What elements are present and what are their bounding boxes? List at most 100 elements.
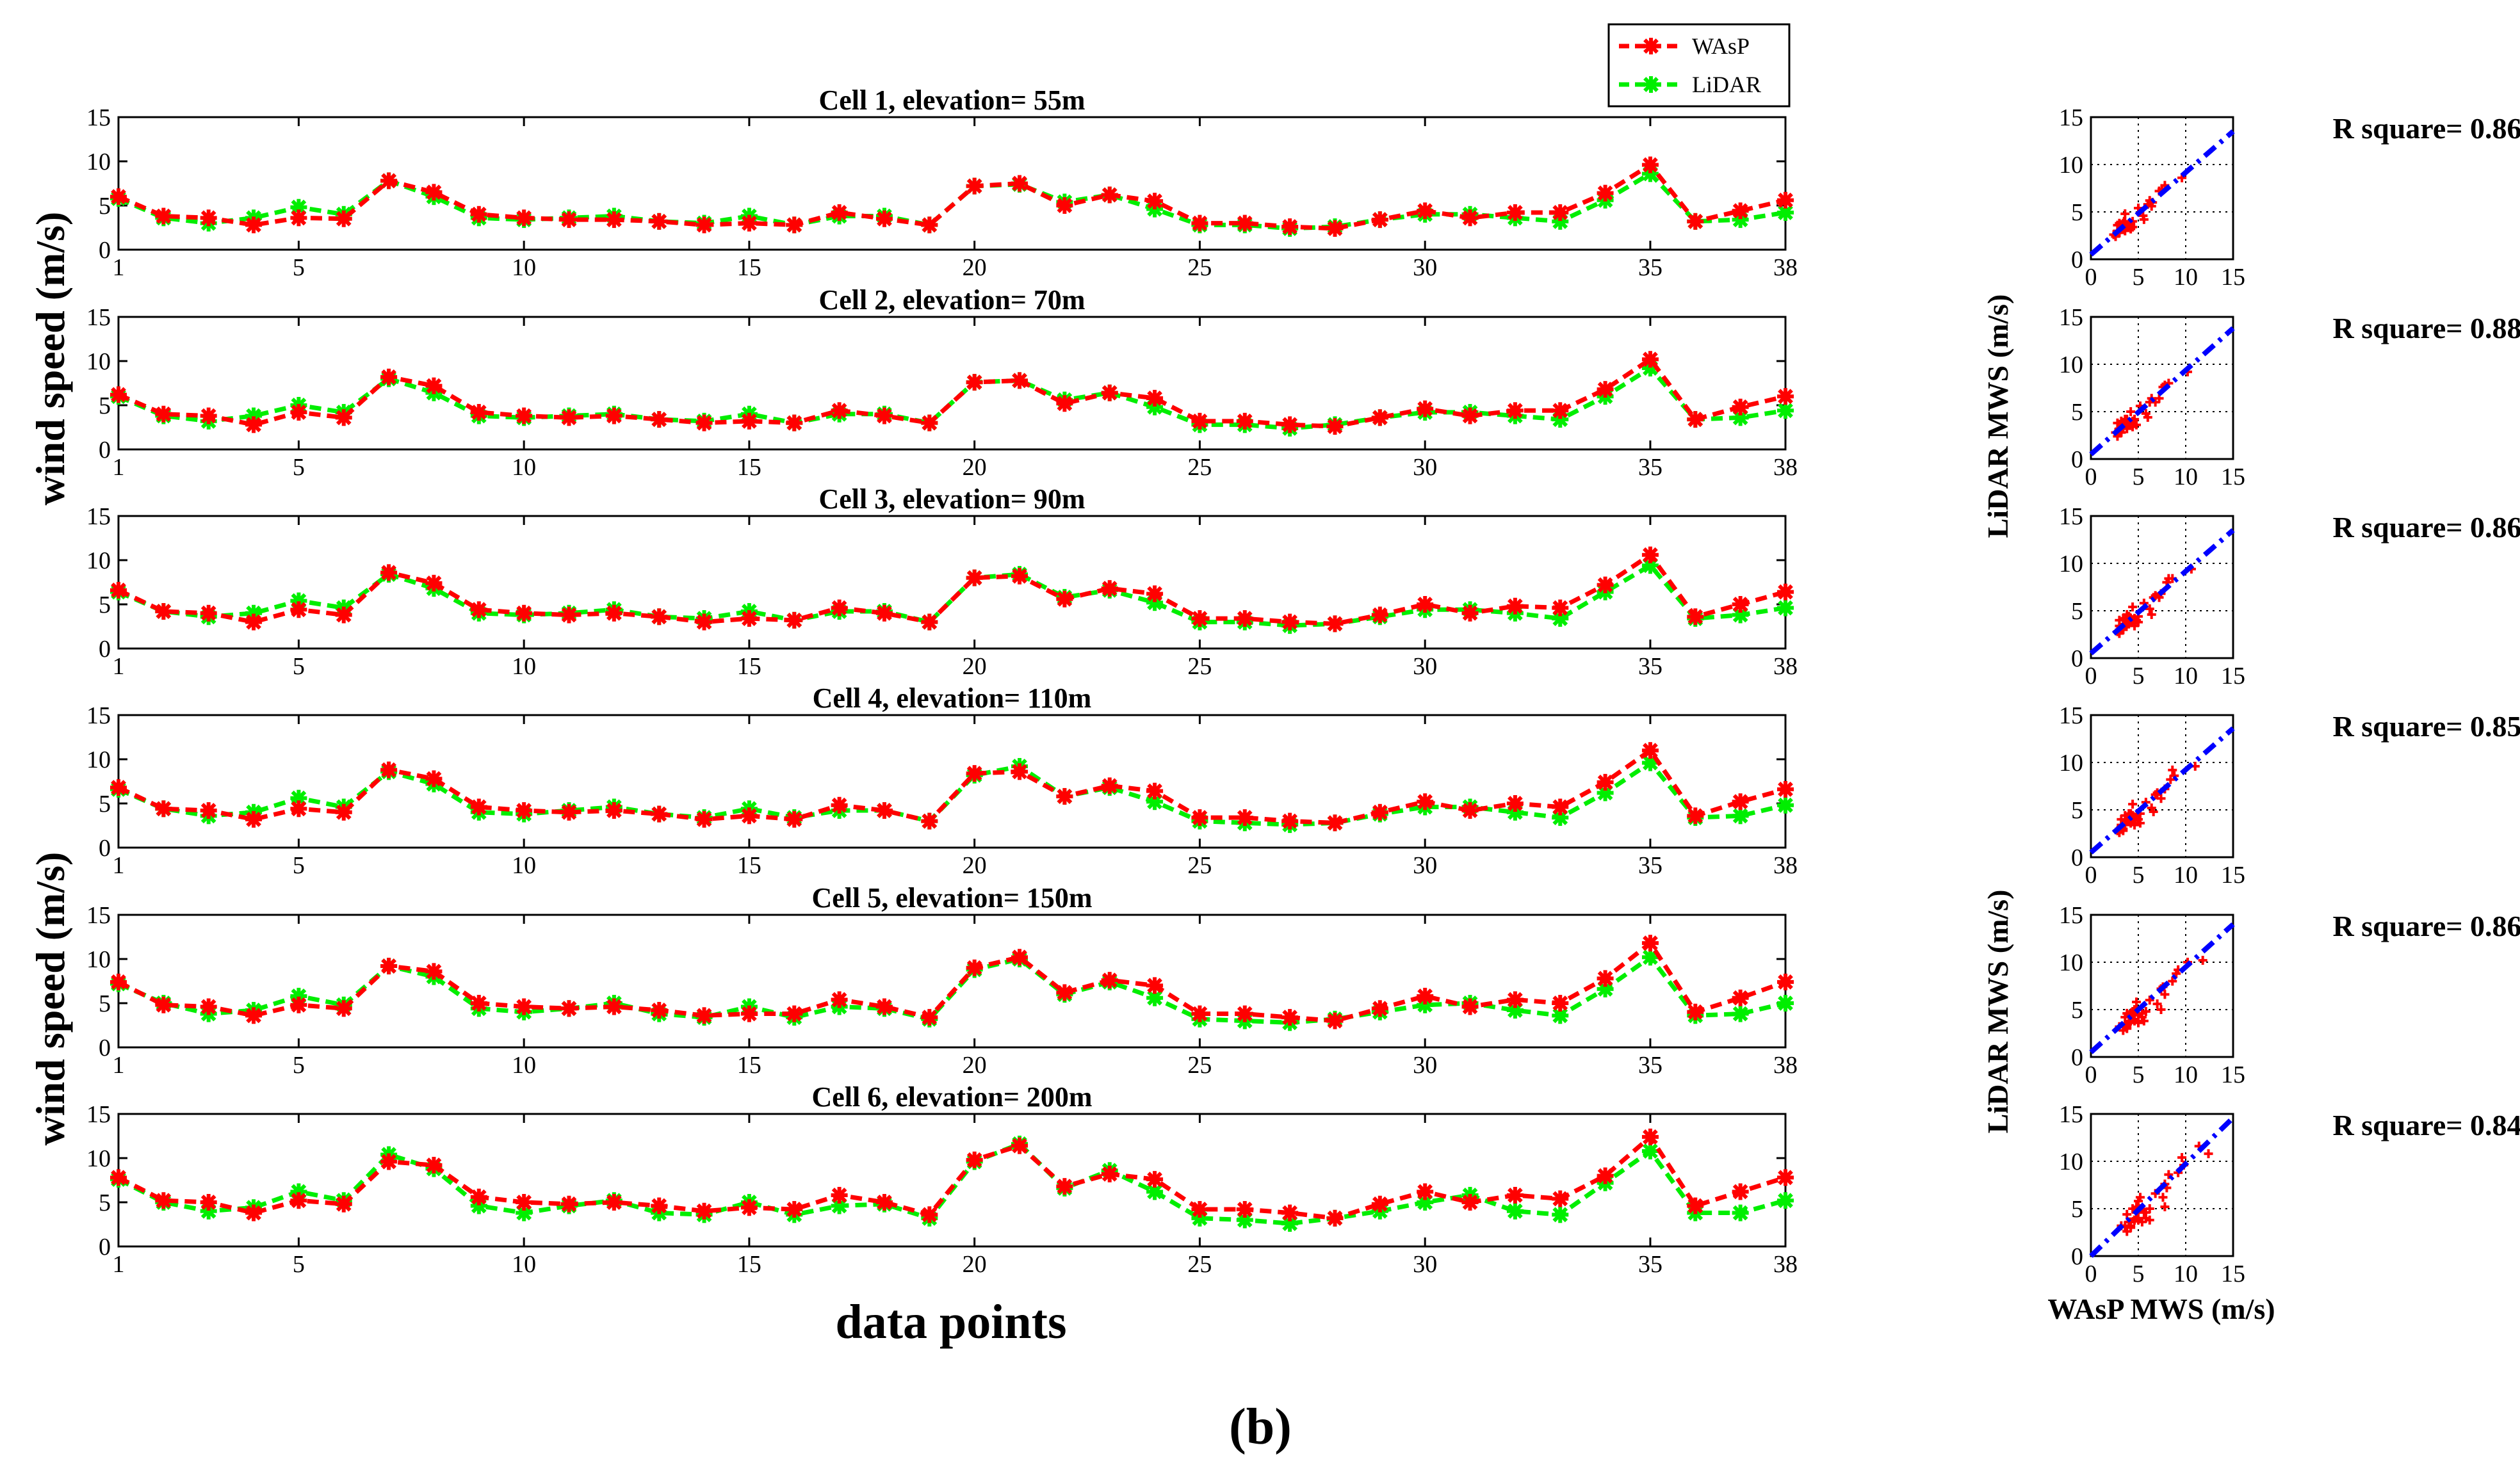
x-tick-label: 30	[1413, 852, 1437, 879]
data-point-wasp	[1326, 1209, 1344, 1227]
data-point-wasp	[380, 172, 398, 189]
data-point-wasp	[1552, 995, 1569, 1012]
data-point-wasp	[155, 996, 172, 1013]
data-point-wasp	[1597, 970, 1614, 987]
scatter-point	[2122, 1209, 2132, 1219]
x-tick-label: 5	[293, 653, 305, 680]
scatter-plot-5: 00 5 5 10 10 15 15	[2059, 902, 2245, 1088]
scatter-x-tick-label: 10	[2174, 1061, 2198, 1088]
y-tick-label: 15	[86, 304, 111, 331]
x-tick-label: 1	[113, 1052, 125, 1079]
data-point-lidar	[1732, 807, 1749, 825]
data-point-wasp	[1191, 412, 1208, 430]
scatter-y-tick-label: 15	[2059, 304, 2083, 331]
x-tick-label: 15	[737, 852, 761, 879]
panel-label: (b)	[1229, 1399, 1292, 1455]
scatter-point	[2134, 1197, 2143, 1206]
data-point-wasp	[1056, 590, 1073, 608]
scatter-x-tick-label: 5	[2133, 463, 2145, 490]
x-tick-label: 35	[1638, 852, 1662, 879]
x-tick-label: 5	[293, 1251, 305, 1278]
legend-marker-wasp-glyph	[1643, 38, 1659, 54]
scatter-point	[2139, 1016, 2149, 1026]
data-point-wasp	[1417, 1183, 1434, 1200]
x-tick-label: 38	[1773, 653, 1798, 680]
data-point-wasp	[786, 611, 803, 629]
scatter-y-tick-label: 10	[2059, 551, 2083, 577]
data-point-wasp	[1236, 412, 1253, 430]
y-tick-label: 15	[86, 104, 111, 131]
scatter-plot-1: 00 5 5 10 10 15 15	[2059, 104, 2245, 291]
data-point-wasp	[1236, 1201, 1253, 1218]
data-point-wasp	[155, 207, 172, 225]
scatter-point	[2128, 1204, 2138, 1213]
scatter-point	[2141, 1006, 2150, 1016]
r-square-label: R square= 0.88	[2332, 312, 2520, 344]
data-point-wasp	[1597, 184, 1614, 202]
data-point-wasp	[921, 812, 938, 830]
line-chart-title: Cell 6, elevation= 200m	[811, 1081, 1092, 1113]
data-point-wasp	[651, 1002, 668, 1019]
scatter-y-tick-label: 5	[2071, 997, 2083, 1024]
scatter-point	[2126, 407, 2136, 416]
scatter-x-tick-label: 15	[2221, 862, 2245, 889]
scatter-point	[2172, 969, 2181, 978]
scatter-fit-line	[2089, 528, 2235, 656]
scatter-x-tick-label: 0	[2085, 264, 2097, 291]
x-tick-label: 15	[737, 1251, 761, 1278]
data-point-wasp	[831, 204, 848, 222]
scatter-point	[2198, 956, 2207, 965]
data-point-wasp	[1326, 615, 1344, 633]
data-point-wasp	[605, 998, 622, 1015]
scatter-y-tick-label: 0	[2071, 1243, 2083, 1270]
x-tick-label: 5	[293, 852, 305, 879]
data-point-wasp	[1732, 1183, 1749, 1200]
scatter-y-tick-label: 15	[2059, 104, 2083, 131]
y-tick-label: 10	[86, 547, 111, 574]
series-line-lidar	[117, 759, 1786, 827]
plot-frame	[117, 1113, 1787, 1248]
line-ylabel-bottom: wind speed (m/s)	[28, 852, 73, 1146]
x-tick-label: 1	[113, 1251, 125, 1278]
series-line-lidar	[117, 562, 1786, 628]
scatter-point	[2145, 1204, 2154, 1213]
y-tick-label: 5	[99, 392, 111, 419]
data-point-wasp	[245, 1007, 263, 1024]
x-tick-label: 15	[737, 1052, 761, 1079]
data-point-wasp	[425, 574, 443, 592]
data-point-wasp	[605, 407, 622, 424]
data-point-wasp	[516, 604, 533, 622]
data-point-wasp	[605, 802, 622, 819]
data-point-wasp	[875, 210, 893, 227]
scatter-point	[2160, 1202, 2170, 1212]
scatter-point	[2128, 222, 2138, 232]
data-point-wasp	[875, 407, 893, 424]
data-point-wasp	[516, 209, 533, 227]
x-tick-label: 25	[1187, 852, 1212, 879]
scatter-point	[2122, 1227, 2132, 1236]
scatter-y-tick-label: 10	[2059, 750, 2083, 777]
scatter-point	[2130, 1215, 2140, 1225]
r-square-label: R square= 0.86	[2332, 511, 2520, 544]
scatter-point	[2120, 209, 2130, 218]
data-point-wasp	[335, 803, 352, 821]
series-line-wasp	[117, 940, 1787, 1024]
plot-frame	[117, 116, 1787, 251]
data-point-wasp	[200, 209, 217, 227]
data-point-wasp	[740, 807, 758, 825]
data-point-wasp	[110, 779, 127, 796]
data-point-wasp	[1326, 418, 1344, 435]
data-point-wasp	[1011, 567, 1028, 584]
x-tick-label: 25	[1187, 454, 1212, 481]
data-point-wasp	[1326, 220, 1344, 237]
y-tick-label: 5	[99, 791, 111, 818]
data-point-wasp	[425, 184, 443, 201]
scatter-point	[2128, 602, 2138, 612]
x-tick-label: 1	[113, 254, 125, 281]
data-point-wasp	[1326, 814, 1344, 832]
data-point-wasp	[1461, 209, 1479, 227]
data-point-wasp	[1461, 998, 1479, 1015]
scatter-y-tick-label: 0	[2071, 645, 2083, 672]
data-point-wasp	[831, 402, 848, 419]
